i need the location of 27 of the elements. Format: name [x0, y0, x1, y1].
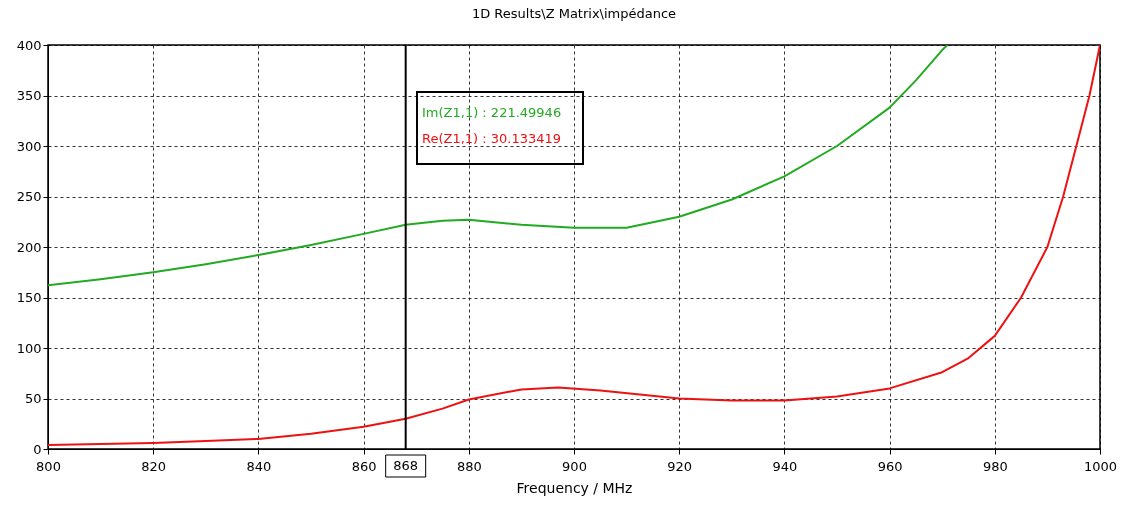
y-tick-label: 300: [16, 138, 42, 154]
line-series: [48, 45, 1100, 446]
x-tick-label: 900: [562, 458, 587, 474]
x-tick-label: 860: [351, 458, 377, 474]
x-axis-title: Frequency / MHz: [516, 479, 633, 496]
line-series: [48, 45, 949, 287]
x-tick-label: 800: [36, 458, 61, 474]
x-tick-label: 880: [456, 458, 482, 474]
x-tick-label: 820: [141, 458, 167, 474]
x-tick-label: 920: [667, 458, 693, 474]
y-tick-label: 150: [16, 290, 42, 305]
x-tick-label: 1000: [1083, 458, 1118, 474]
y-tick-label: 250: [16, 189, 42, 204]
x-tick-label: 940: [772, 458, 798, 474]
annotation: Re(Z1,1) : 30.133419: [422, 131, 562, 146]
annotation: Im(Z1,1) : 221.49946: [422, 105, 562, 120]
y-tick-label: 50: [24, 391, 42, 406]
chart-title: 1D Results\Z Matrix\impédance: [471, 6, 677, 21]
x-tick-label: 960: [877, 458, 903, 474]
x-tick-label: 840: [246, 458, 272, 474]
x-tick-label: 980: [982, 458, 1008, 474]
y-tick-label: 400: [16, 37, 42, 53]
y-tick-label: 0: [33, 441, 42, 457]
y-tick-label: 200: [16, 239, 42, 255]
y-tick-label: 350: [16, 88, 42, 103]
ref-line-label: 868: [393, 458, 419, 473]
y-tick-label: 100: [16, 340, 42, 356]
